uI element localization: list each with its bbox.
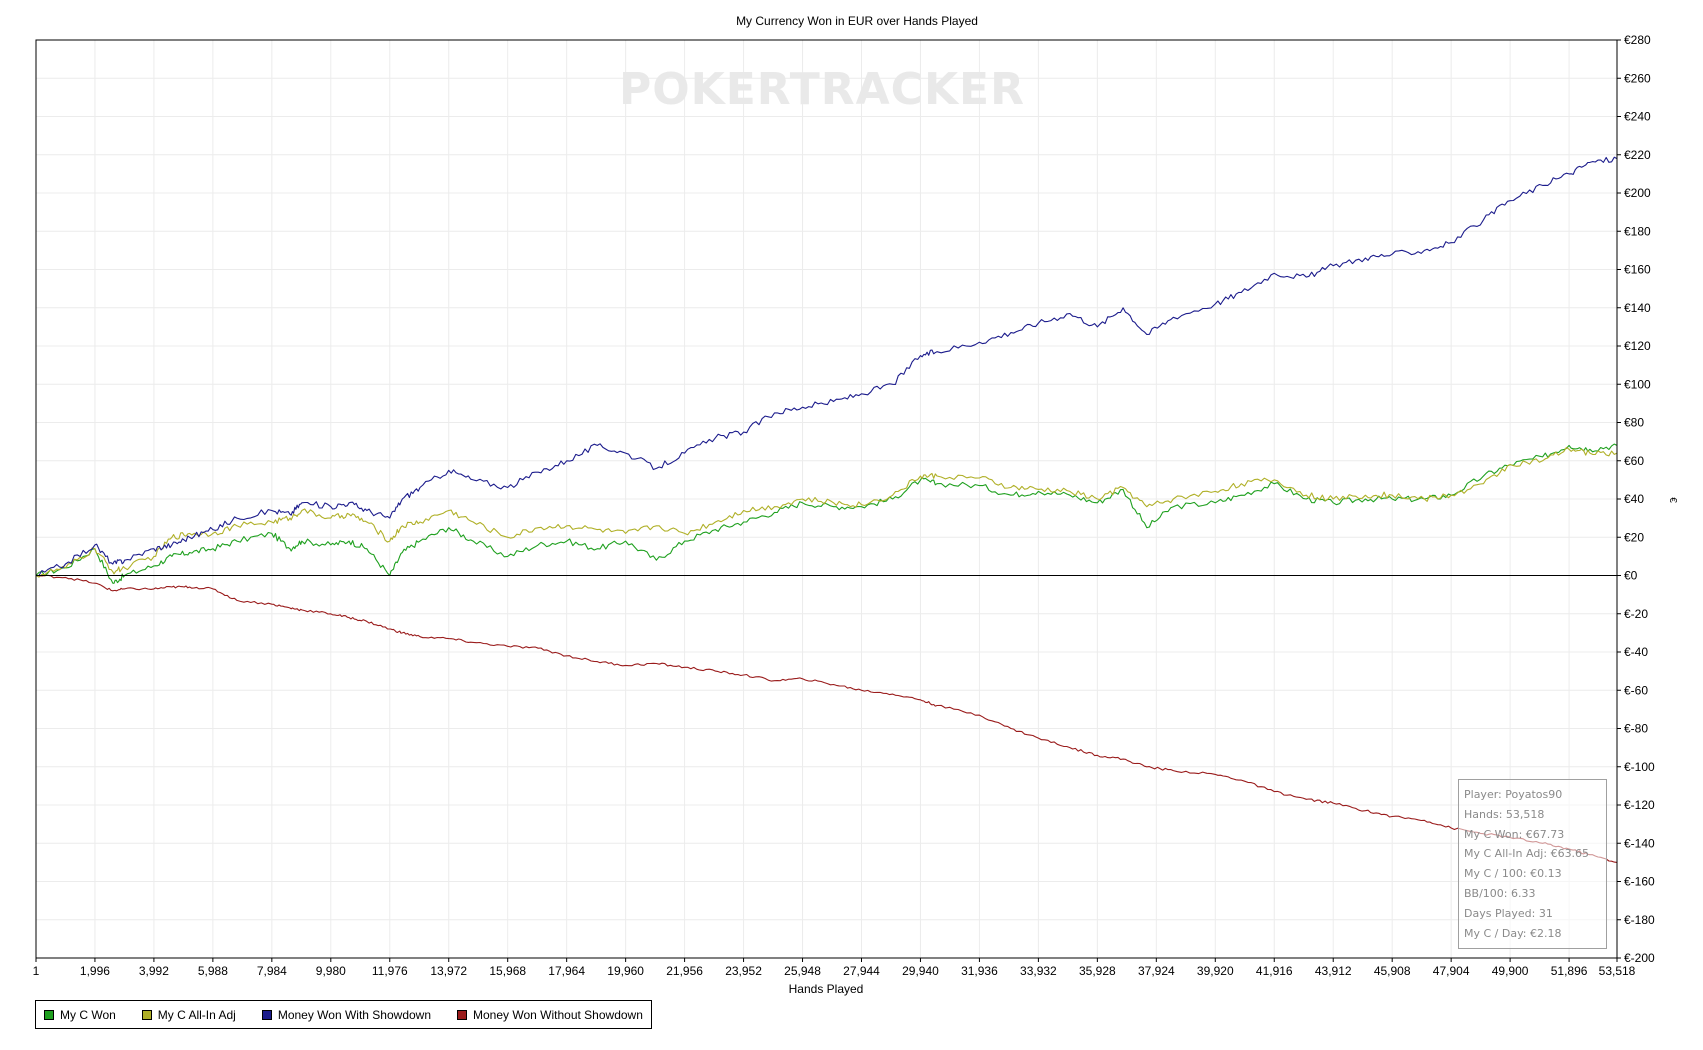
y-tick-label: €240 xyxy=(1624,110,1651,124)
y-tick-label: €140 xyxy=(1624,301,1651,315)
legend-swatch xyxy=(457,1009,468,1020)
x-tick-label: 5,988 xyxy=(198,964,228,978)
x-tick-label: 29,940 xyxy=(902,964,939,978)
y-tick-label: €-40 xyxy=(1624,645,1648,659)
x-tick-label: 39,920 xyxy=(1197,964,1234,978)
x-tick-label: 7,984 xyxy=(257,964,287,978)
info-line: My C / 100: €0.13 xyxy=(1464,867,1562,881)
x-tick-label: 43,912 xyxy=(1315,964,1352,978)
y-tick-label: €-80 xyxy=(1624,722,1648,736)
x-tick-label: 1 xyxy=(33,964,40,978)
legend-label: Money Won With Showdown xyxy=(277,1007,432,1022)
series-line-3 xyxy=(35,574,1618,863)
x-tick-label: 53,518 xyxy=(1599,964,1636,978)
legend-label: My C All-In Adj xyxy=(157,1007,236,1022)
info-line: My C Won: €67.73 xyxy=(1464,827,1565,841)
x-tick-label: 17,964 xyxy=(548,964,585,978)
info-line: Player: Poyatos90 xyxy=(1464,788,1563,801)
x-tick-label: 3,992 xyxy=(139,964,169,978)
x-tick-label: 19,960 xyxy=(607,964,644,978)
y-tick-label: €-20 xyxy=(1624,607,1648,621)
y-axis: €280 €260 €240 €220 €200 €180 €160 €140 €120 €100… xyxy=(1617,33,1655,965)
y-tick-label: €260 xyxy=(1624,71,1651,85)
legend-item: My C Won xyxy=(44,1008,116,1022)
x-tick-label: 23,952 xyxy=(725,964,762,978)
y-tick-label: €20 xyxy=(1624,530,1644,544)
x-tick-label: 9,980 xyxy=(316,964,346,978)
legend-swatch xyxy=(44,1009,54,1020)
x-axis-label: Hands Played xyxy=(789,982,864,996)
x-tick-label: 13,972 xyxy=(430,964,467,978)
y-tick-label: €-200 xyxy=(1624,951,1655,965)
y-tick-label: €160 xyxy=(1624,263,1651,277)
x-tick-label: 33,932 xyxy=(1020,964,1057,978)
series-lines xyxy=(35,156,1618,863)
y-tick-label: €220 xyxy=(1624,148,1651,162)
y-tick-label: €180 xyxy=(1624,224,1651,238)
y-tick-label: €-120 xyxy=(1624,798,1655,812)
y-tick-label: €280 xyxy=(1624,33,1651,47)
series-line-0 xyxy=(35,443,1618,584)
x-tick-label: 11,976 xyxy=(372,964,408,978)
legend: My C Won My C All-In Adj Money Won With Sh… xyxy=(35,1000,652,1029)
y-tick-label: €100 xyxy=(1624,377,1651,391)
grid xyxy=(35,39,1618,959)
legend-swatch xyxy=(141,1009,152,1020)
x-tick-label: 27,944 xyxy=(843,964,880,978)
info-line: Days Played: 31 xyxy=(1464,906,1553,920)
x-tick-label: 37,924 xyxy=(1138,964,1175,978)
chart-title: My Currency Won in EUR over Hands Played xyxy=(736,14,978,28)
y-tick-label: €120 xyxy=(1624,339,1651,353)
y-tick-label: €200 xyxy=(1624,186,1651,200)
y-tick-label: €-60 xyxy=(1624,683,1648,697)
y-tick-label: €60 xyxy=(1624,454,1644,468)
legend-item: My C All-In Adj xyxy=(141,1007,236,1022)
x-tick-label: 15,968 xyxy=(489,964,526,978)
info-line: Hands: 53,518 xyxy=(1464,807,1545,821)
legend-swatch xyxy=(261,1009,272,1020)
x-tick-label: 31,936 xyxy=(961,964,998,978)
x-tick-label: 45,908 xyxy=(1374,964,1411,978)
y-tick-label: €0 xyxy=(1624,569,1638,583)
y-tick-label: €-100 xyxy=(1624,760,1655,774)
y-tick-label: €-160 xyxy=(1624,875,1655,889)
stats-info-box: Player: Poyatos90 Hands: 53,518 My C Won: … xyxy=(1458,779,1607,949)
x-tick-label: 47,904 xyxy=(1433,964,1470,978)
x-axis: 1 1,996 3,992 5,988 7,984 9,980 11,976 13,972 15… xyxy=(33,958,1636,978)
x-tick-label: 41,916 xyxy=(1256,964,1293,978)
y-tick-label: €80 xyxy=(1624,416,1644,430)
x-tick-label: 25,948 xyxy=(784,964,821,978)
y-tick-label: €-140 xyxy=(1624,836,1655,850)
legend-item: Money Won With Showdown xyxy=(261,1007,432,1022)
series-line-1 xyxy=(35,446,1618,578)
x-tick-label: 51,896 xyxy=(1551,964,1588,978)
info-line: BB/100: 6.33 xyxy=(1464,886,1536,900)
info-line: My C / Day: €2.18 xyxy=(1464,926,1562,940)
x-tick-label: 21,956 xyxy=(666,964,703,978)
legend-label: Money Won Without Showdown xyxy=(473,1007,643,1022)
watermark-logo: POKERTRACKER xyxy=(619,64,1025,115)
info-line: My C All-In Adj: €63.65 xyxy=(1464,847,1590,861)
x-tick-label: 49,900 xyxy=(1492,964,1529,978)
series-line-2 xyxy=(35,156,1618,577)
y-tick-label: €-180 xyxy=(1624,913,1655,927)
x-tick-label: 35,928 xyxy=(1079,964,1116,978)
y-tick-label: €40 xyxy=(1624,492,1644,506)
y-axis-label: € xyxy=(1667,497,1678,503)
legend-item: Money Won Without Showdown xyxy=(457,1008,643,1022)
x-tick-label: 1,996 xyxy=(80,964,110,978)
legend-label: My C Won xyxy=(60,1007,116,1022)
